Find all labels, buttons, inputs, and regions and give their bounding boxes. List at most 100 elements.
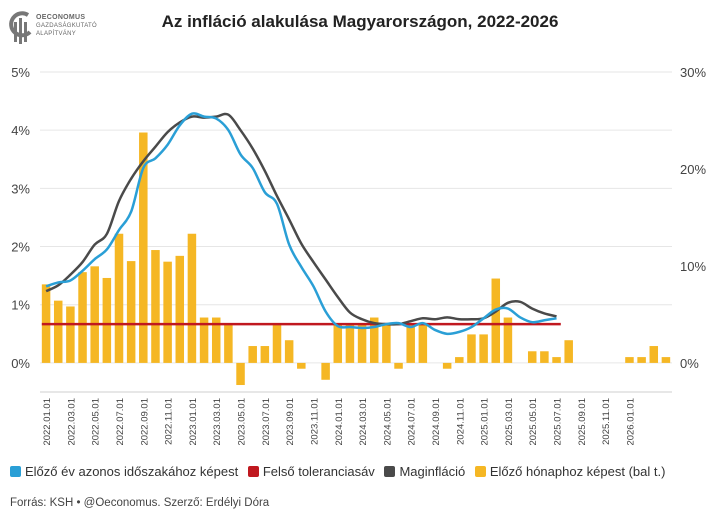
legend-item-yoy: Előző év azonos időszakához képest [10, 464, 238, 479]
legend-label-tolerance: Felső toleranciasáv [262, 464, 375, 479]
left-tick-label: 2% [11, 240, 30, 255]
logo-line-2: GAZDASÁGKUTATÓ [36, 23, 97, 29]
x-tick-label: 2025.07.01 [553, 398, 564, 446]
left-tick-label: 5% [11, 65, 30, 80]
legend-item-core: Maginfláció [384, 464, 465, 479]
bar-mom [297, 362, 306, 369]
bar-mom [406, 323, 415, 363]
bar-mom [661, 357, 671, 363]
legend-label-core: Maginfláció [399, 464, 466, 479]
right-tick-label: 20% [680, 162, 706, 177]
x-tick-label: 2023.11.01 [309, 398, 320, 445]
x-tick-label: 2023.05.01 [237, 398, 248, 446]
x-tick-label: 2022.01.01 [42, 398, 53, 446]
bar-mom [540, 351, 549, 363]
source-footer: Forrás: KSH • @Oeconomus. Szerző: Erdély… [10, 497, 270, 509]
x-tick-label: 2024.03.01 [358, 398, 369, 446]
legend-swatch-tolerance [247, 466, 259, 477]
bar-mom [272, 323, 282, 363]
x-tick-label: 2025.11.01 [601, 398, 612, 445]
left-tick-label: 3% [11, 181, 30, 196]
bar-mom [333, 323, 343, 363]
x-tick-label: 2025.05.01 [528, 398, 539, 446]
left-tick-label: 0% [11, 356, 30, 371]
bar-mom [345, 323, 355, 363]
bar-mom [224, 323, 233, 363]
bar-mom [625, 357, 634, 363]
bar-mom [199, 317, 209, 363]
bar-mom [102, 277, 112, 363]
bar-mom [552, 357, 561, 363]
legend-item-mom: Előző hónaphoz képest (bal t.) [474, 464, 666, 479]
bar-mom [211, 317, 221, 363]
bar-mom [260, 346, 270, 363]
x-tick-label: 2025.09.01 [577, 398, 588, 446]
legend-label-yoy: Előző év azonos időszakához képest [25, 464, 239, 479]
x-tick-label: 2023.07.01 [261, 398, 272, 446]
inflation-chart: 5% 4% 3% 2% 1% 0% 30% 20% 10% 0% 2022.01.01 2022.03… [11, 65, 706, 446]
legend-label-mom: Előző hónaphoz képest (bal t.) [489, 464, 666, 479]
bar-mom [467, 334, 476, 363]
oeconomus-logo-icon [9, 11, 32, 44]
bar-mom [53, 300, 63, 363]
bar-mom [187, 233, 197, 363]
bar-mom [163, 261, 172, 363]
bar-mom [564, 340, 573, 363]
bar-mom [418, 323, 428, 363]
legend-item-tolerance: Felső toleranciasáv [247, 464, 375, 479]
bar-mom [394, 362, 403, 369]
bar-mom [139, 132, 148, 363]
x-tick-label: 2023.01.01 [188, 398, 199, 446]
bar-mom [90, 266, 99, 363]
bar-mom [236, 362, 245, 386]
x-tick-label: 2026.01.01 [625, 398, 636, 446]
bar-mom [151, 250, 160, 363]
x-tick-label: 2025.03.01 [504, 398, 515, 446]
bar-mom [78, 272, 87, 363]
bar-mom [175, 255, 185, 363]
core-inflation-line [45, 112, 557, 326]
bar-mom [527, 351, 537, 363]
bar-mom [321, 362, 330, 380]
x-tick-label: 2024.07.01 [407, 398, 418, 446]
oeconomus-logo: OECONOMUS GAZDASÁGKUTATÓ ALAPÍTVÁNY [8, 8, 118, 58]
x-tick-label: 2022.07.01 [115, 398, 126, 446]
left-tick-label: 1% [11, 298, 30, 313]
x-tick-label: 2024.05.01 [382, 398, 393, 446]
x-tick-label: 2022.03.01 [66, 398, 77, 446]
x-tick-label: 2022.09.01 [139, 398, 150, 446]
x-tick-label: 2024.11.01 [455, 398, 466, 445]
bar-mom [503, 317, 513, 363]
bar-mom [491, 278, 501, 363]
bar-mom [114, 233, 124, 363]
bar-mom [284, 340, 294, 363]
x-tick-label: 2022.05.01 [91, 398, 102, 446]
x-tick-label: 2023.03.01 [212, 398, 223, 446]
bar-mom [248, 346, 257, 363]
right-tick-label: 30% [680, 65, 706, 80]
bar-mom [382, 323, 391, 363]
legend-swatch-yoy [10, 466, 21, 477]
bar-mom [369, 317, 379, 363]
bar-mom [66, 306, 75, 363]
legend-swatch-mom [474, 466, 486, 477]
bar-mom [357, 323, 367, 363]
legend-swatch-core [384, 466, 396, 477]
x-tick-label: 2024.09.01 [431, 398, 442, 446]
chart-legend: Előző év azonos időszakához képest Felső… [10, 464, 720, 479]
bar-mom [126, 261, 136, 363]
right-tick-label: 10% [680, 259, 706, 274]
chart-title: Az infláció alakulása Magyarországon, 20… [161, 12, 559, 31]
logo-line-1: OECONOMUS [36, 14, 86, 21]
x-tick-label: 2022.11.01 [164, 398, 175, 445]
bar-mom [637, 357, 646, 363]
left-tick-label: 4% [11, 123, 30, 138]
x-tick-label: 2023.09.01 [285, 398, 296, 446]
bar-mom [479, 334, 488, 363]
right-tick-label: 0% [680, 356, 699, 371]
bar-mom [649, 346, 659, 363]
logo-line-3: ALAPÍTVÁNY [36, 31, 77, 37]
x-tick-label: 2024.01.01 [334, 398, 345, 446]
yoy-inflation-line [45, 112, 557, 336]
bar-mom [442, 362, 452, 369]
